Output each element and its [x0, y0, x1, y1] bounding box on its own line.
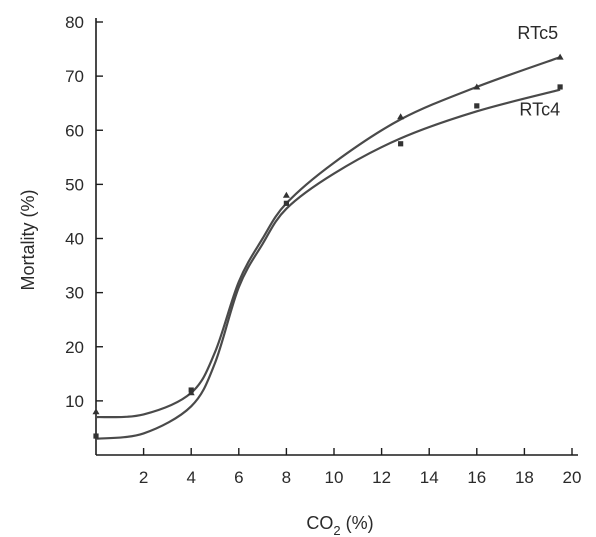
series-group: RTc5 RTc4	[92, 23, 564, 440]
data-point-rtc5	[473, 83, 481, 90]
y-axis-label: Mortality (%)	[18, 189, 38, 290]
data-point-rtc4	[398, 141, 404, 147]
x-tick-label: 2	[139, 468, 148, 487]
x-tick-label: 6	[234, 468, 243, 487]
data-point-rtc5	[282, 191, 290, 198]
x-tick-label: 16	[467, 468, 486, 487]
data-point-rtc5	[397, 113, 405, 120]
y-tick-label: 20	[65, 338, 84, 357]
x-tick-label: 14	[420, 468, 439, 487]
data-point-rtc4	[557, 84, 563, 90]
y-tick-label: 10	[65, 392, 84, 411]
y-tick-label: 50	[65, 175, 84, 194]
data-point-rtc4	[283, 200, 289, 206]
x-tick-label: 8	[282, 468, 291, 487]
x-axis-label-main: CO	[306, 513, 333, 533]
y-tick-label: 70	[65, 67, 84, 86]
y-tick-label: 60	[65, 121, 84, 140]
tick-group: 10 20 30 40 50 60 70 80 2 4 6 8 10 12 14 16 18 20	[65, 13, 581, 487]
x-tick-label: 10	[325, 468, 344, 487]
x-tick-label: 12	[372, 468, 391, 487]
axes	[95, 18, 578, 456]
x-tick-label: 20	[563, 468, 582, 487]
x-tick-label: 18	[515, 468, 534, 487]
data-point-rtc4	[474, 103, 480, 109]
series-line-rtc5	[95, 56, 561, 419]
data-point-rtc5	[556, 53, 564, 60]
series-label-rtc5: RTc5	[517, 23, 558, 43]
data-point-rtc5	[92, 408, 100, 415]
series-label-rtc4: RTc4	[519, 100, 560, 120]
y-tick-label: 80	[65, 13, 84, 32]
series-line-rtc4	[95, 88, 561, 440]
data-point-rtc4	[188, 387, 194, 393]
data-point-rtc4	[93, 433, 99, 439]
x-axis-label-subscript: 2	[333, 523, 340, 537]
x-axis-label: CO2 (%)	[306, 513, 373, 537]
x-axis-label-unit: (%)	[341, 513, 374, 533]
y-tick-label: 40	[65, 230, 84, 249]
x-tick-label: 4	[186, 468, 195, 487]
y-tick-label: 30	[65, 284, 84, 303]
